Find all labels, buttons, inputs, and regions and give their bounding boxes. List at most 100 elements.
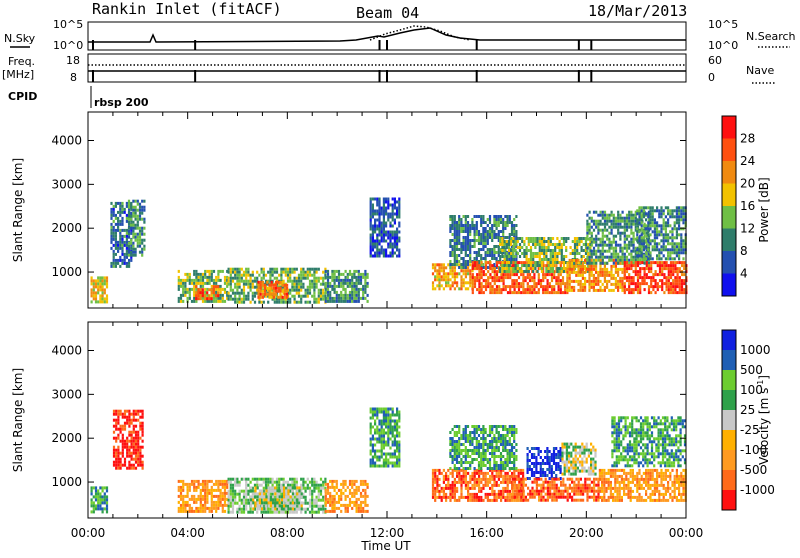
data-cell [570, 246, 572, 249]
data-cell [370, 423, 372, 426]
data-cell [271, 293, 273, 296]
data-cell [469, 251, 471, 254]
data-cell [543, 240, 545, 243]
data-cell [547, 285, 549, 288]
data-cell [353, 273, 355, 276]
data-cell [526, 252, 528, 255]
data-cell [515, 233, 517, 236]
data-cell [645, 224, 647, 227]
data-cell [232, 289, 234, 292]
data-cell [608, 226, 610, 229]
data-cell [261, 492, 263, 495]
data-cell [329, 276, 331, 279]
data-cell [202, 273, 204, 276]
data-cell [633, 279, 635, 282]
data-cell [104, 501, 106, 504]
data-cell [117, 244, 119, 247]
data-cell [294, 301, 296, 304]
data-cell [463, 227, 465, 230]
data-cell [394, 201, 396, 204]
data-cell [595, 268, 597, 271]
data-cell [674, 257, 676, 260]
data-cell [491, 233, 493, 236]
data-cell [126, 217, 128, 220]
data-cell [120, 464, 122, 467]
data-cell [392, 204, 394, 207]
data-cell [91, 300, 93, 303]
data-cell [131, 452, 133, 455]
data-cell [593, 247, 595, 250]
data-cell [615, 265, 617, 268]
data-cell [480, 215, 482, 218]
data-cell [650, 282, 652, 285]
data-cell [480, 257, 482, 260]
data-cell [626, 244, 628, 247]
data-cell [222, 270, 224, 273]
data-cell [200, 273, 202, 276]
data-cell [676, 215, 678, 218]
data-cell [650, 291, 652, 294]
data-cell [130, 254, 132, 257]
data-cell [663, 291, 665, 294]
data-cell [485, 254, 487, 257]
data-cell [504, 267, 506, 270]
data-cell [267, 484, 269, 487]
data-cell [378, 198, 380, 201]
data-cell [630, 226, 632, 229]
data-cell [245, 283, 247, 286]
data-cell [254, 292, 256, 295]
data-cell [239, 505, 241, 508]
data-cell [224, 495, 226, 498]
data-cell [115, 428, 117, 431]
data-cell [624, 267, 626, 270]
data-cell [137, 434, 139, 437]
data-cell [580, 268, 582, 271]
data-cell [338, 498, 340, 501]
data-cell [452, 218, 454, 221]
data-cell [510, 261, 512, 264]
data-cell [544, 291, 546, 294]
data-cell [489, 215, 491, 218]
data-cell [538, 291, 540, 294]
data-cell [372, 240, 374, 243]
data-cell [141, 212, 143, 215]
data-cell [374, 456, 376, 459]
data-cell [130, 227, 132, 230]
data-cell [604, 286, 606, 289]
data-cell [331, 279, 333, 282]
data-cell [204, 294, 206, 297]
data-cell [351, 501, 353, 504]
data-cell [282, 290, 284, 293]
data-cell [677, 261, 679, 264]
data-cell [608, 274, 610, 277]
data-cell [635, 264, 637, 267]
data-cell [189, 294, 191, 297]
data-cell [674, 245, 676, 248]
data-cell [389, 231, 391, 234]
data-cell [482, 227, 484, 230]
data-cell [115, 253, 117, 256]
data-cell [370, 429, 372, 432]
data-cell [187, 276, 189, 279]
data-cell [113, 220, 115, 223]
data-cell [527, 288, 529, 291]
data-cell [133, 458, 135, 461]
data-cell [611, 244, 613, 247]
data-cell [285, 507, 287, 510]
data-cell [117, 241, 119, 244]
data-cell [279, 290, 281, 293]
data-cell [658, 209, 660, 212]
data-cell [543, 252, 545, 255]
data-cell [514, 291, 516, 294]
data-cell [126, 446, 128, 449]
data-cell [606, 283, 608, 286]
data-cell [589, 238, 591, 241]
data-cell [113, 250, 115, 253]
data-cell [572, 240, 574, 243]
data-cell [309, 499, 311, 502]
data-cell [195, 300, 197, 303]
data-cell [566, 268, 568, 271]
data-cell [670, 276, 672, 279]
data-cell [331, 495, 333, 498]
data-cell [630, 291, 632, 294]
